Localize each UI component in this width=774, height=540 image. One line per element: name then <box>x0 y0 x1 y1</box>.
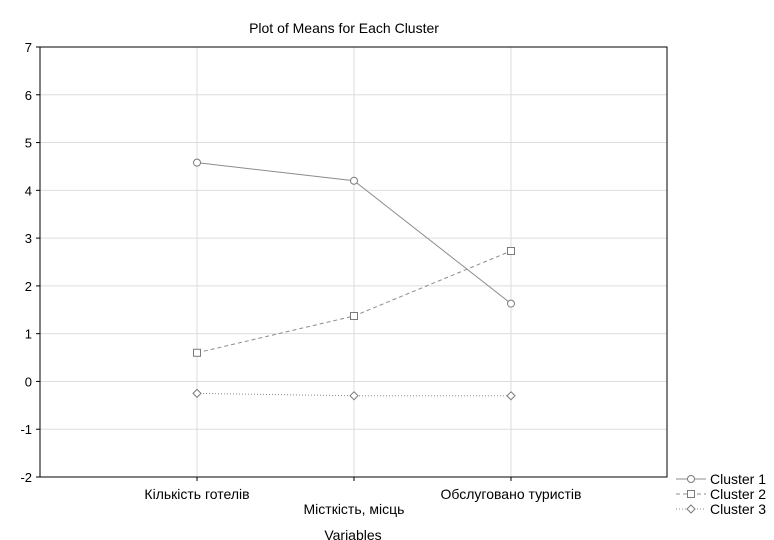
legend-label-3: Cluster 3 <box>710 501 766 517</box>
legend-marker-3 <box>686 504 696 514</box>
legend-marker-1 <box>687 475 695 483</box>
series-3-point <box>192 388 202 399</box>
x-tick-label: Обслуговано туристів <box>441 486 582 502</box>
series-line-3 <box>196 392 511 397</box>
y-tick-label: 5 <box>25 136 32 151</box>
series-layer <box>192 158 516 401</box>
x-tick-label: Місткість, місць <box>304 501 405 517</box>
series-2-point <box>193 348 201 357</box>
y-tick-label: 0 <box>25 374 32 389</box>
legend-marker-2 <box>687 490 695 498</box>
series-1-point <box>350 176 358 185</box>
y-tick-label: 2 <box>25 279 32 294</box>
grid <box>40 47 667 477</box>
chart-title: Plot of Means for Each Cluster <box>249 20 439 36</box>
x-tick-label: Кількість готелів <box>144 486 249 502</box>
y-tick-label: 3 <box>25 231 32 246</box>
x-axis: Кількість готелів Місткість, місць Обслуго… <box>144 477 581 517</box>
series-3-point <box>349 391 359 401</box>
y-tick-label: -2 <box>20 470 32 485</box>
series-2-point <box>507 247 515 256</box>
y-tick-label: -1 <box>20 422 32 437</box>
y-tick-label: 6 <box>25 88 32 103</box>
legend-label-2: Cluster 2 <box>710 486 766 502</box>
y-tick-label: 1 <box>25 327 32 342</box>
series-1-point <box>507 299 515 308</box>
series-1-point <box>193 158 201 167</box>
y-tick-label: 4 <box>25 183 32 198</box>
series-3-point <box>506 391 516 401</box>
y-axis: 7 6 5 4 3 2 1 0 -1 -2 <box>20 40 40 485</box>
y-tick-label: 7 <box>25 40 32 55</box>
x-axis-title: Variables <box>324 527 381 540</box>
series-2-point <box>350 311 358 320</box>
legend-label-1: Cluster 1 <box>710 471 766 487</box>
